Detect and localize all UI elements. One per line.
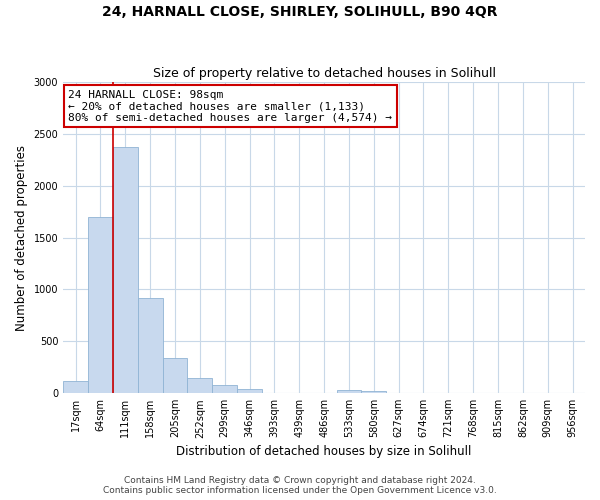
Bar	[138, 298, 163, 393]
X-axis label: Distribution of detached houses by size in Solihull: Distribution of detached houses by size …	[176, 444, 472, 458]
Bar	[237, 389, 262, 393]
Bar	[63, 380, 88, 393]
Y-axis label: Number of detached properties: Number of detached properties	[15, 144, 28, 330]
Bar	[361, 391, 386, 393]
Title: Size of property relative to detached houses in Solihull: Size of property relative to detached ho…	[152, 66, 496, 80]
Bar	[337, 390, 361, 393]
Bar	[113, 148, 138, 393]
Text: 24, HARNALL CLOSE, SHIRLEY, SOLIHULL, B90 4QR: 24, HARNALL CLOSE, SHIRLEY, SOLIHULL, B9…	[102, 5, 498, 19]
Bar	[163, 358, 187, 393]
Bar	[212, 385, 237, 393]
Bar	[187, 378, 212, 393]
Bar	[88, 217, 113, 393]
Text: 24 HARNALL CLOSE: 98sqm
← 20% of detached houses are smaller (1,133)
80% of semi: 24 HARNALL CLOSE: 98sqm ← 20% of detache…	[68, 90, 392, 123]
Text: Contains HM Land Registry data © Crown copyright and database right 2024.
Contai: Contains HM Land Registry data © Crown c…	[103, 476, 497, 495]
